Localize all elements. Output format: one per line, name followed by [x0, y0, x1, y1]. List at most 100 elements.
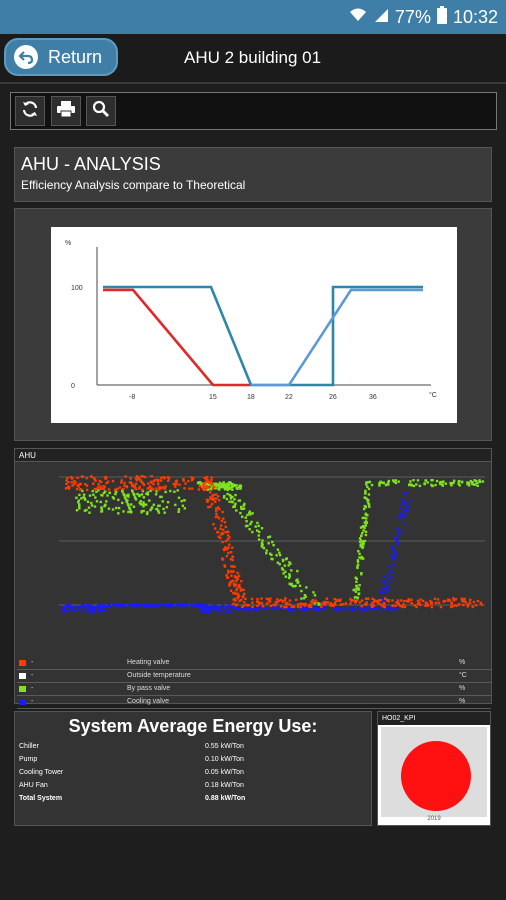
energy-title: System Average Energy Use:: [68, 716, 318, 736]
data-point: [135, 479, 139, 482]
data-point: [365, 603, 368, 606]
data-point: [214, 493, 218, 496]
data-point: [217, 487, 220, 490]
data-point: [160, 476, 163, 479]
data-point: [271, 540, 274, 544]
data-point: [401, 605, 404, 609]
series-line: [289, 285, 423, 387]
data-point: [87, 604, 91, 607]
data-point: [77, 499, 80, 502]
data-point: [304, 602, 307, 606]
data-point: [224, 540, 228, 543]
data-point: [397, 602, 400, 605]
data-point: [380, 481, 384, 484]
data-point: [221, 558, 225, 561]
data-point: [65, 605, 68, 608]
data-point: [291, 585, 295, 588]
data-point: [288, 608, 291, 612]
data-point: [138, 485, 141, 489]
data-point: [156, 478, 159, 482]
data-point: [231, 558, 234, 562]
data-point: [226, 534, 230, 537]
data-point: [360, 573, 363, 576]
data-point: [383, 582, 386, 585]
data-point: [446, 599, 450, 602]
data-point: [79, 610, 82, 613]
data-point: [242, 588, 245, 591]
data-point: [434, 483, 437, 487]
data-point: [367, 498, 370, 502]
data-point: [217, 495, 220, 498]
data-point: [181, 603, 184, 606]
data-point: [399, 506, 403, 509]
data-point: [406, 599, 409, 603]
data-point: [247, 608, 251, 611]
kpi-indicator-area: [381, 727, 487, 817]
data-point: [94, 496, 97, 499]
data-point: [429, 602, 433, 605]
data-point: [183, 604, 186, 608]
data-point: [82, 604, 86, 607]
data-point: [370, 605, 374, 608]
data-point: [85, 484, 89, 487]
data-point: [377, 608, 380, 611]
data-point: [394, 604, 397, 607]
data-point: [387, 572, 390, 575]
data-point: [333, 601, 337, 604]
data-point: [220, 604, 224, 607]
data-point: [222, 528, 225, 531]
energy-row-value: 0.18 kW/Ton: [205, 782, 244, 789]
data-point: [157, 509, 160, 512]
return-label: Return: [48, 46, 103, 67]
data-point: [258, 602, 261, 605]
data-point: [229, 495, 232, 498]
kpi-widget[interactable]: HO02_KPI 2019: [377, 711, 491, 826]
data-point: [363, 521, 366, 524]
data-point: [398, 533, 401, 537]
refresh-button[interactable]: [15, 96, 45, 126]
data-point: [118, 486, 121, 489]
data-point: [107, 480, 110, 483]
data-point: [142, 501, 145, 504]
data-point: [260, 601, 264, 605]
search-button[interactable]: [86, 96, 116, 126]
data-point: [100, 507, 103, 510]
print-button[interactable]: [51, 96, 81, 126]
data-point: [229, 610, 232, 614]
data-point: [122, 510, 125, 513]
data-point: [215, 509, 218, 512]
data-point: [213, 487, 216, 490]
data-point: [124, 475, 127, 478]
data-point: [228, 603, 231, 606]
data-point: [372, 607, 375, 610]
data-point: [406, 506, 409, 509]
data-point: [123, 481, 126, 485]
x-tick-label: 18: [247, 394, 255, 401]
data-point: [372, 600, 375, 604]
data-point: [393, 608, 396, 611]
data-point: [431, 484, 434, 488]
data-point: [97, 609, 101, 613]
data-point: [215, 497, 218, 500]
data-point: [78, 507, 81, 510]
data-point: [469, 598, 472, 601]
data-point: [405, 502, 408, 505]
data-point: [257, 607, 260, 610]
data-point: [90, 501, 93, 505]
data-point: [394, 551, 397, 554]
data-point: [221, 540, 224, 544]
data-point: [467, 484, 471, 487]
return-button[interactable]: Return: [4, 38, 118, 76]
legend-label: Cooling valve: [127, 698, 170, 705]
data-point: [152, 503, 155, 506]
data-point: [119, 604, 122, 608]
data-point: [466, 482, 469, 486]
data-point: [311, 606, 314, 610]
data-point: [475, 479, 478, 483]
data-point: [190, 487, 194, 490]
data-point: [166, 476, 170, 479]
data-point: [65, 603, 68, 606]
legend-marker: -: [31, 672, 34, 679]
data-point: [395, 553, 398, 557]
data-point: [217, 531, 220, 534]
